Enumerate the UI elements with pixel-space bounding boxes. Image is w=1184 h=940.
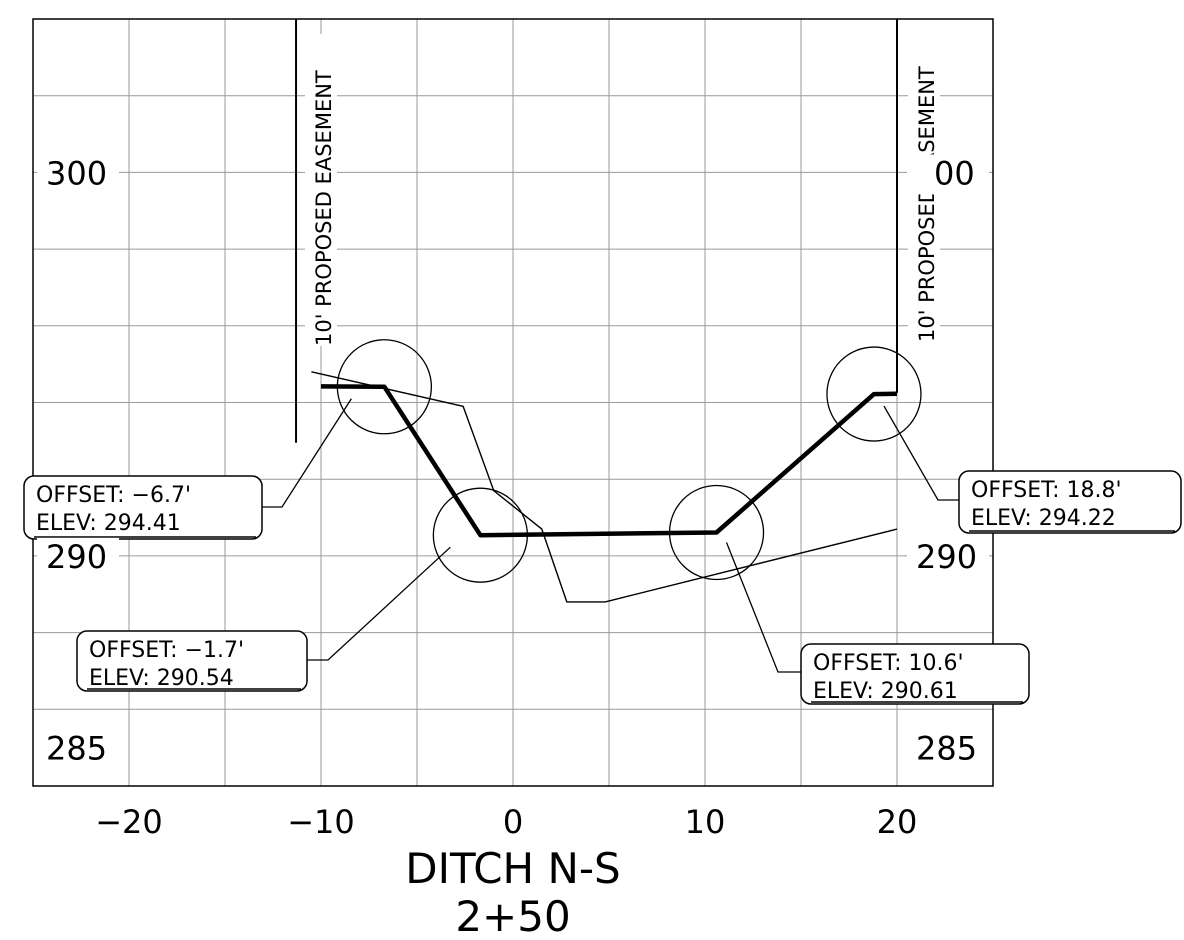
callout-offset-text: OFFSET: 18.8': [971, 478, 1122, 503]
easement-label-background: [305, 34, 337, 346]
callout-leader: [307, 546, 451, 661]
easement-label: 10' PROPOSED EASEMENT: [915, 66, 939, 342]
callout-elev-text: ELEV: 294.22: [971, 506, 1116, 531]
station-label: 2+50: [455, 892, 570, 940]
callout-circle: [826, 346, 922, 442]
y-tick-label-right: 285: [916, 730, 977, 768]
y-label-background-left: [37, 537, 119, 578]
section-title: DITCH N-S: [405, 844, 620, 893]
plot-frame: [32, 18, 994, 787]
callout-circle: [668, 484, 765, 581]
easement-lines: 10' PROPOSED EASEMENT 10' PROPOSED EASEME…: [295, 19, 940, 443]
existing-ground-line: [311, 371, 898, 603]
existing-ground-polyline: [311, 371, 898, 603]
callout-box: [800, 643, 1030, 705]
y-label-background-right: [907, 729, 989, 770]
y-label-background-left: [37, 154, 119, 195]
y-tick-label-right: 00: [934, 154, 975, 192]
offset-callouts: OFFSET: −6.7' ELEV: 294.41 OFFSET: −1.7' EL…: [23, 339, 1182, 705]
callout-offset-text: OFFSET: −6.7': [36, 483, 191, 508]
y-tick-label-left: 300: [46, 154, 107, 192]
y-label-background-right: [907, 154, 989, 195]
y-tick-label-right: 290: [916, 538, 977, 576]
y-label-background-right: [907, 537, 989, 578]
x-tick-label: 20: [877, 803, 918, 841]
y-tick-label-left: 290: [46, 538, 107, 576]
callout-elev-text: ELEV: 290.54: [89, 666, 234, 691]
x-tick-label: −10: [287, 803, 355, 841]
callout-offset-text: OFFSET: −1.7': [89, 638, 244, 663]
x-tick-label: 0: [503, 803, 523, 841]
callout-circle: [432, 487, 529, 583]
callout-box: [76, 630, 308, 692]
callout-leader: [725, 542, 801, 673]
y-label-background-left: [37, 729, 119, 770]
proposed-ditch-line: [320, 384, 898, 538]
callout-elev-text: ELEV: 290.61: [813, 679, 958, 704]
axis-labels: −20 −10 0 10 20 300 00 290 290 285 285: [37, 154, 989, 841]
callout-offset-text: OFFSET: 10.6': [813, 651, 964, 676]
easement-label: 10' PROPOSED EASEMENT: [312, 70, 336, 346]
proposed-ditch-polyline: [320, 384, 898, 538]
y-tick-label-left: 285: [46, 730, 107, 768]
callout-leader: [883, 405, 959, 501]
callout-leader: [262, 398, 352, 508]
x-tick-label: −20: [95, 803, 163, 841]
callout-box: [958, 470, 1182, 534]
x-tick-label: 10: [685, 803, 726, 841]
callout-elev-text: ELEV: 294.41: [36, 511, 181, 536]
callout-box: [23, 475, 263, 540]
callout-circle: [336, 339, 433, 435]
